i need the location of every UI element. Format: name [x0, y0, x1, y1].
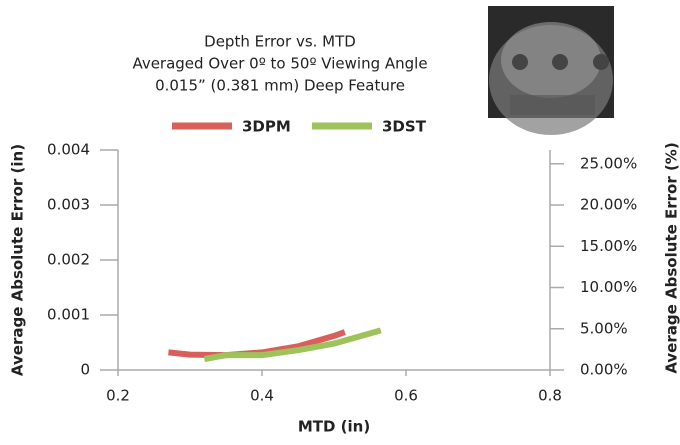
x-tick-label: 0.6	[394, 387, 418, 405]
y-tick-label: 0.004	[47, 141, 90, 159]
legend-label: 3DST	[382, 118, 427, 136]
x-tick-label: 0.8	[538, 387, 562, 405]
x-tick-label: 0.4	[250, 387, 274, 405]
chart-title: 0.015” (0.381 mm) Deep Feature	[155, 77, 405, 95]
inset-photo	[488, 6, 614, 135]
y2-axis-label: Average Absolute Error (%)	[663, 142, 680, 373]
y-tick-label: 0.003	[47, 196, 90, 214]
chart-title: Averaged Over 0º to 50º Viewing Angle	[132, 55, 427, 73]
y2-tick-label: 25.00%	[580, 154, 637, 172]
y-tick-label: 0.002	[47, 251, 90, 269]
y-tick-label: 0.001	[47, 306, 90, 324]
y2-tick-label: 20.00%	[580, 196, 637, 214]
series-line	[203, 327, 382, 362]
y-axis-label: Average Absolute Error (in)	[9, 144, 27, 376]
chart-title: Depth Error vs. MTD	[204, 33, 356, 51]
y2-tick-label: 15.00%	[580, 237, 637, 255]
x-tick-label: 0.2	[106, 387, 130, 405]
y2-tick-label: 10.00%	[580, 278, 637, 296]
y-tick-label: 0	[80, 361, 90, 379]
y2-tick-label: 5.00%	[580, 319, 628, 337]
legend-label: 3DPM	[242, 118, 291, 136]
y2-tick-label: 0.00%	[580, 361, 628, 379]
x-axis-label: MTD (in)	[298, 418, 370, 436]
